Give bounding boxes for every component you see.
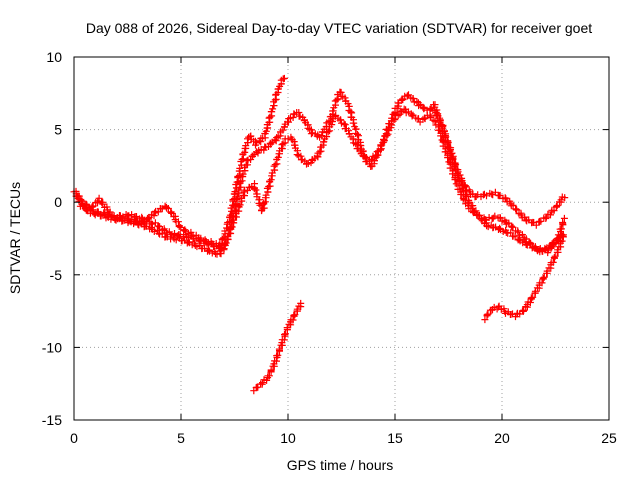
chart-title: Day 088 of 2026, Sidereal Day-to-day VTE… <box>86 20 592 36</box>
x-tick-label: 15 <box>387 430 403 446</box>
series-satellite-track-a <box>70 74 288 250</box>
series-satellite-track-f <box>481 231 567 324</box>
series-satellite-track-d <box>430 101 566 256</box>
y-tick-label: 10 <box>46 49 62 65</box>
x-tick-label: 20 <box>494 430 510 446</box>
series-marks <box>76 105 568 257</box>
series-satellite-track-e <box>250 299 305 395</box>
x-tick-label: 5 <box>177 430 185 446</box>
x-tick-label: 10 <box>280 430 296 446</box>
y-tick-label: -10 <box>42 339 62 355</box>
series-marks <box>481 231 567 324</box>
y-tick-label: -5 <box>50 267 63 283</box>
x-axis-label: GPS time / hours <box>287 457 394 473</box>
axis-ticks: 0 5 10 15 20 25 10 5 0 -5 -10 -15 <box>42 49 617 446</box>
y-tick-label: -15 <box>42 412 62 428</box>
data-series <box>70 74 569 395</box>
y-tick-label: 0 <box>54 194 62 210</box>
series-satellite-track-b <box>72 88 569 258</box>
y-tick-label: 5 <box>54 122 62 138</box>
series-marks <box>70 74 288 250</box>
plot-frame <box>73 56 610 421</box>
y-axis-label: SDTVAR / TECUs <box>7 182 23 294</box>
series-marks <box>72 88 569 258</box>
series-marks <box>250 299 305 395</box>
series-satellite-track-c <box>76 105 568 257</box>
x-tick-label: 25 <box>601 430 617 446</box>
series-marks <box>430 101 566 256</box>
x-tick-label: 0 <box>70 430 78 446</box>
